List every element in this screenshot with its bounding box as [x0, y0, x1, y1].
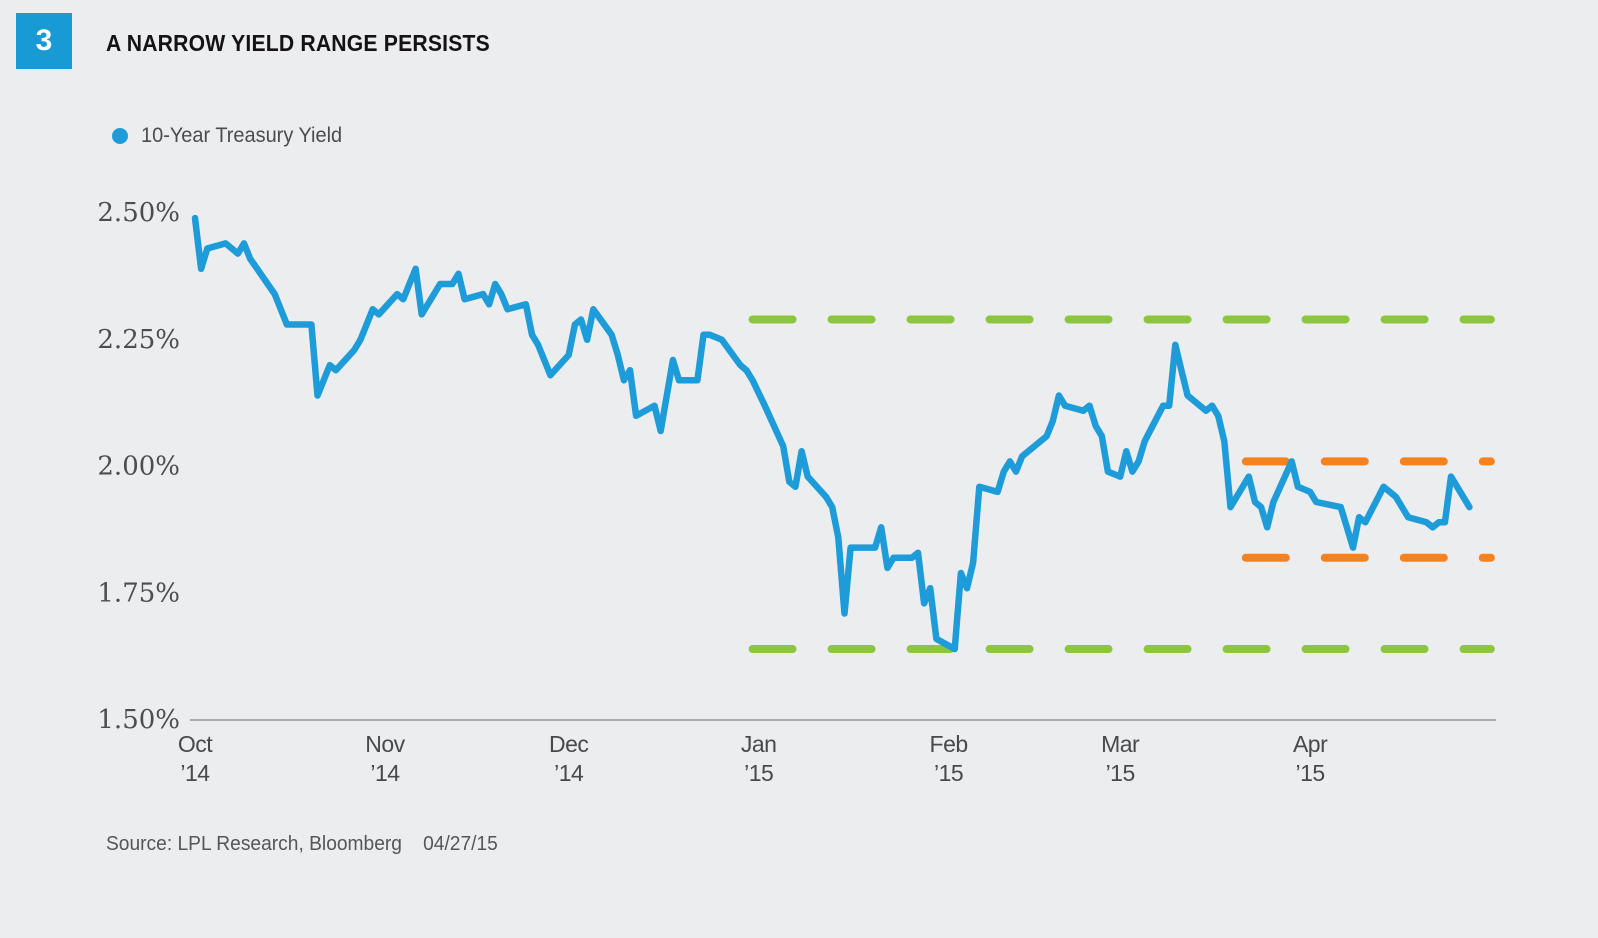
source-date: 04/27/15: [423, 833, 498, 855]
x-tick-year-apr: ’15: [1296, 760, 1325, 786]
x-tick-month-nov: Nov: [365, 731, 405, 757]
x-tick-year-jan: ’15: [744, 760, 773, 786]
x-tick-year-nov: ’14: [370, 760, 400, 786]
y-tick-label-200: 2.00%: [97, 452, 180, 482]
source-text: Source: LPL Research, Bloomberg: [106, 833, 402, 855]
legend-marker-dot: [112, 128, 128, 144]
x-tick-year-oct: ’14: [180, 760, 210, 786]
x-tick-year-dec: ’14: [554, 760, 584, 786]
x-tick-year-mar: ’15: [1106, 760, 1135, 786]
x-tick-month-feb: Feb: [930, 731, 968, 757]
figure-title: A NARROW YIELD RANGE PERSISTS: [106, 30, 490, 56]
figure-number-badge: 3: [16, 13, 72, 69]
treasury-yield-line: [191, 214, 1473, 653]
y-tick-label-175: 1.75%: [97, 578, 180, 608]
y-tick-label-250: 2.50%: [97, 198, 180, 228]
y-tick-label-150: 1.50%: [97, 705, 180, 735]
x-tick-month-mar: Mar: [1101, 731, 1140, 757]
x-tick-month-dec: Dec: [549, 731, 588, 757]
x-tick-year-feb: ’15: [934, 760, 963, 786]
y-tick-label-225: 2.25%: [97, 325, 180, 355]
legend-label: 10-Year Treasury Yield: [141, 124, 343, 147]
figure-number: 3: [35, 24, 53, 57]
chart-legend: 10-Year Treasury Yield: [112, 124, 353, 148]
x-tick-month-oct: Oct: [178, 731, 213, 757]
x-tick-month-apr: Apr: [1293, 731, 1328, 757]
x-tick-month-jan: Jan: [741, 731, 777, 757]
source-note: Source: LPL Research, Bloomberg 04/27/15: [106, 833, 498, 856]
